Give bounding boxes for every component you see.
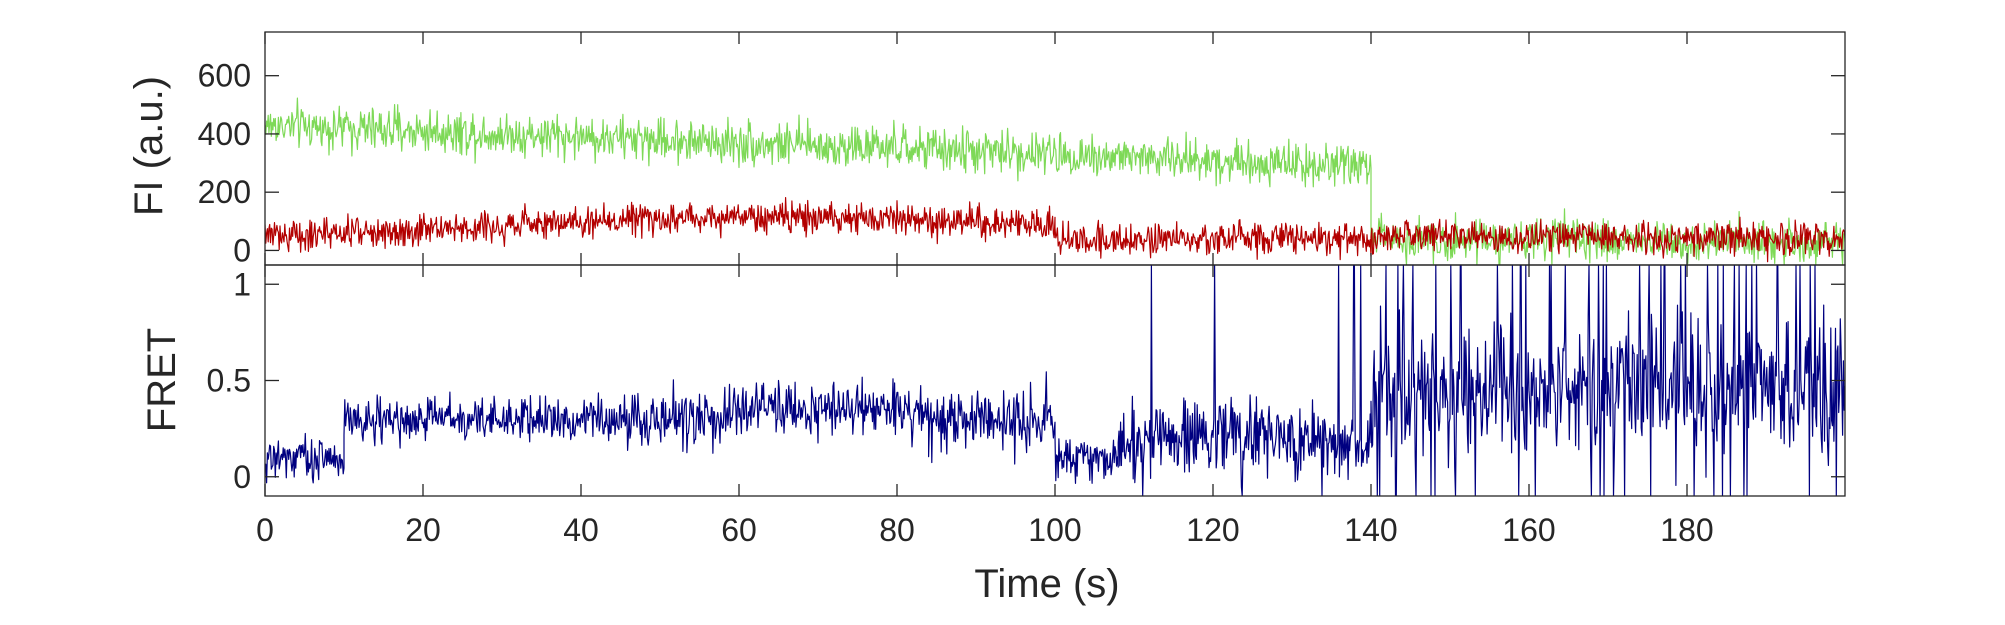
series-line-donor <box>265 97 1845 265</box>
y-tick-label: 0.5 <box>207 363 251 399</box>
y-tick-label: 0 <box>233 459 251 495</box>
intensity-panel: 0 200 400 600 FI (a.u.) <box>127 31 1846 268</box>
fret-traces <box>265 265 1845 496</box>
y-tick-label: 0 <box>233 232 251 268</box>
x-tick-label: 180 <box>1660 512 1713 548</box>
x-tick-label: 100 <box>1028 512 1081 548</box>
series-line-fret-efficiency <box>265 265 1845 496</box>
fret-panel: 0 0.5 1 0 20 40 60 80 100 120 140 160 180 FRET Time … <box>140 264 1846 606</box>
x-tick-label: 20 <box>405 512 441 548</box>
y-tick-label: 1 <box>233 266 251 302</box>
x-tick-label: 160 <box>1502 512 1555 548</box>
x-tick-label: 80 <box>879 512 915 548</box>
fret-y-axis-label: FRET <box>140 328 184 432</box>
x-tick-label: 120 <box>1186 512 1239 548</box>
fret-axes: 0 0.5 1 0 20 40 60 80 100 120 140 160 180 <box>207 264 1846 548</box>
y-tick-label: 400 <box>198 116 251 152</box>
x-tick-label: 140 <box>1344 512 1397 548</box>
x-tick-label: 40 <box>563 512 599 548</box>
x-tick-label: 60 <box>721 512 757 548</box>
intensity-y-axis-label: FI (a.u.) <box>127 76 171 216</box>
x-tick-label: 0 <box>256 512 274 548</box>
time-x-axis-label: Time (s) <box>974 562 1119 606</box>
intensity-traces <box>265 97 1845 265</box>
y-tick-label: 600 <box>198 58 251 94</box>
y-tick-label: 200 <box>198 174 251 210</box>
series-line-acceptor <box>265 197 1845 263</box>
